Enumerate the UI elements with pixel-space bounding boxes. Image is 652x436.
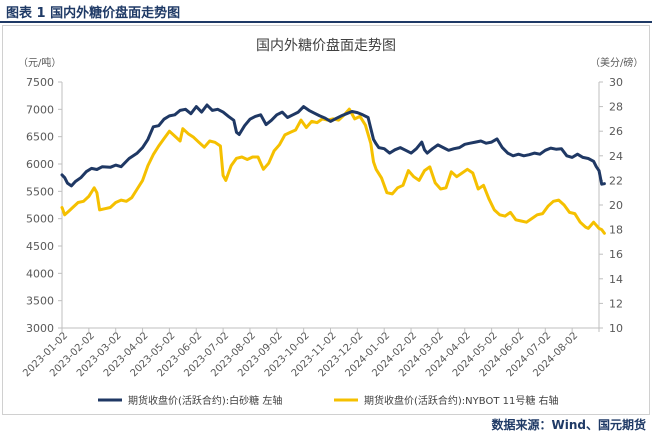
right-tick-label: 28 [609,101,623,114]
left-tick-label: 3500 [26,295,54,308]
right-tick-label: 20 [609,199,623,212]
left-tick-label: 7500 [26,76,54,89]
left-tick-label: 4000 [26,267,54,280]
right-tick-label: 14 [609,273,623,286]
left-tick-label: 6500 [26,131,54,144]
right-tick-label: 24 [609,150,623,163]
right-tick-label: 26 [609,125,623,138]
left-tick-label: 4500 [26,240,54,253]
series-line-baishatang [60,103,606,188]
right-tick-label: 12 [609,297,623,310]
left-tick-label: 7000 [26,103,54,116]
left-tick-label: 5000 [26,213,54,226]
right-tick-label: 30 [609,76,623,89]
right-axis-unit: （美分/磅） [590,56,643,69]
left-tick-label: 3000 [26,322,54,335]
right-tick-label: 16 [609,248,623,261]
series-line-nybot11 [60,107,606,235]
right-tick-label: 10 [609,322,623,335]
chart-frame [2,25,650,415]
figure-caption: 图表 1 国内外糖价盘面走势图 [6,6,181,21]
data-source: 数据来源：Wind、国元期货 [491,418,646,432]
caption-rule [0,21,652,23]
left-tick-label: 5500 [26,185,54,198]
left-axis-unit: （元/吨） [18,56,61,69]
left-tick-label: 6000 [26,158,54,171]
right-tick-label: 18 [609,224,623,237]
legend-label: 期货收盘价(活跃合约):NYBOT 11号糖 右轴 [364,394,559,407]
chart-title: 国内外糖价盘面走势图 [256,37,396,54]
right-tick-label: 22 [609,174,623,187]
legend-label: 期货收盘价(活跃合约):白砂糖 左轴 [128,394,282,407]
